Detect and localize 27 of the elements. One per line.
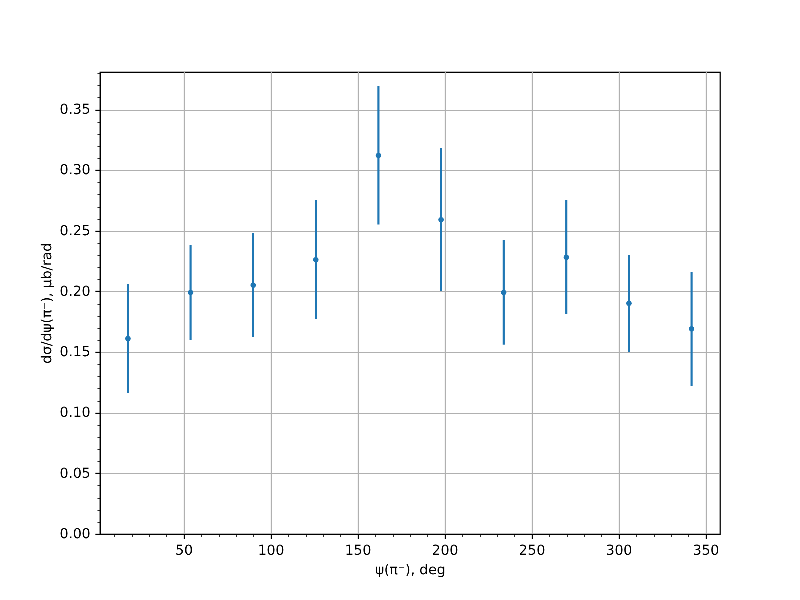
x-tick-label: 50 (176, 543, 194, 560)
point (501, 290, 507, 296)
point (626, 300, 632, 306)
x-axis-title: ψ(π⁻), deg (375, 562, 446, 579)
y-tick-label: 0.00 (60, 526, 91, 542)
x-tick-label: 150 (345, 543, 372, 560)
point (125, 336, 131, 342)
x-tick-label: 300 (606, 543, 632, 560)
y-tick-label: 0.30 (60, 162, 91, 179)
y-tick-label: 0.10 (60, 405, 91, 422)
x-tick-label: 200 (432, 543, 459, 560)
point (250, 282, 256, 288)
point (188, 290, 194, 296)
point (564, 254, 570, 260)
point (438, 217, 444, 223)
y-tick-label: 0.25 (60, 223, 91, 240)
point (689, 326, 695, 332)
y-axis-title: dσ/dψ(π⁻), μb/rad (39, 243, 56, 364)
y-tick-label: 0.20 (60, 284, 91, 300)
y-tick-label: 0.35 (60, 102, 91, 118)
point (313, 257, 319, 263)
y-tick-label: 0.15 (60, 344, 91, 361)
x-tick-label: 100 (258, 543, 285, 560)
point (376, 152, 382, 158)
y-tick-label: 0.05 (60, 466, 91, 482)
x-tick-label: 350 (692, 543, 720, 560)
x-tick-label: 250 (519, 543, 546, 560)
